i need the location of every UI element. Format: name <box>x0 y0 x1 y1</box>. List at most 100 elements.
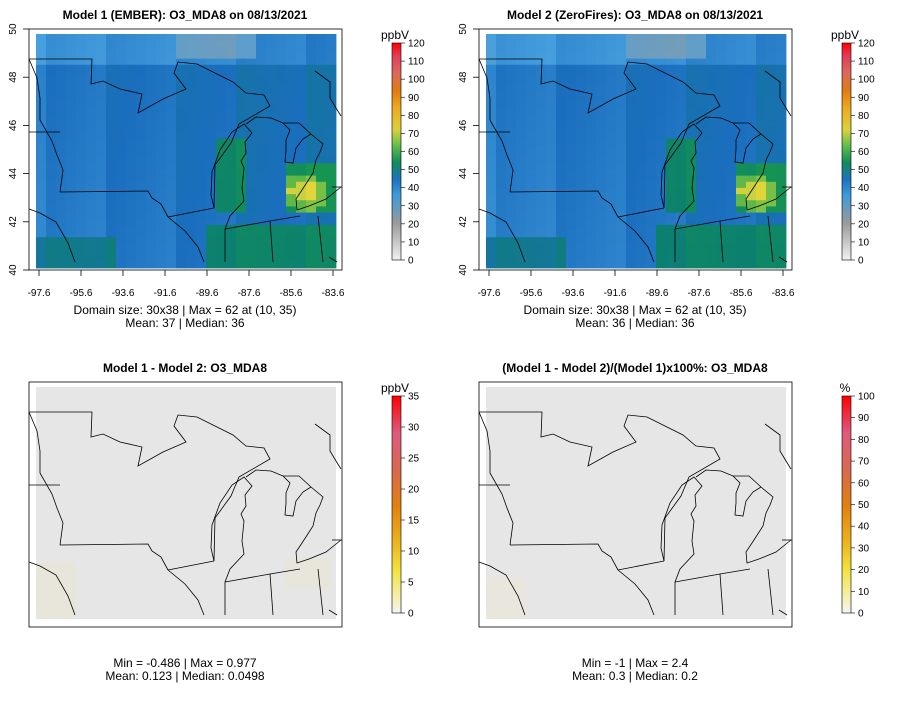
grid-cell <box>196 181 207 189</box>
grid-cell <box>66 243 77 250</box>
grid-cell <box>606 83 617 90</box>
grid-cell <box>516 169 527 177</box>
grid-cell <box>546 132 557 140</box>
grid-cell <box>76 237 87 244</box>
grid-cell <box>486 138 497 146</box>
grid-cell <box>186 255 197 263</box>
colorbar-tick-label: 40 <box>858 522 870 533</box>
grid-cell <box>156 224 167 232</box>
grid-cell <box>686 126 697 133</box>
grid-cell <box>546 200 557 207</box>
grid-cell <box>556 157 567 164</box>
grid-cell <box>316 126 327 133</box>
grid-cell <box>696 212 707 220</box>
grid-cell <box>716 151 727 158</box>
grid-cell <box>776 249 787 257</box>
grid-cell <box>646 231 657 238</box>
grid-cell <box>586 144 597 152</box>
grid-cell <box>746 77 757 84</box>
grid-cell <box>306 237 317 244</box>
grid-cell <box>566 138 577 146</box>
grid-cell <box>646 107 657 115</box>
grid-cell <box>166 114 177 121</box>
grid-cell <box>126 194 137 201</box>
grid-cell <box>96 200 107 207</box>
grid-cell <box>646 46 657 53</box>
grid-cell <box>756 83 767 90</box>
grid-cell <box>56 151 67 158</box>
grid-cell <box>676 114 687 121</box>
grid-cell <box>536 261 547 269</box>
grid-cell <box>246 181 257 189</box>
grid-cell <box>666 40 677 47</box>
grid-cell <box>576 157 587 164</box>
grid-cell <box>726 77 737 84</box>
grid-cell <box>76 175 87 183</box>
grid-cell <box>56 231 67 238</box>
grid-cell <box>526 181 537 189</box>
grid-cell <box>106 95 117 103</box>
grid-cell <box>326 231 337 238</box>
grid-cell <box>596 249 607 257</box>
grid-cell <box>706 243 717 250</box>
grid-cell <box>626 120 637 127</box>
grid-cell <box>326 126 337 133</box>
grid-cell <box>186 126 197 133</box>
grid-cell <box>136 237 147 244</box>
grid-cell <box>216 64 227 72</box>
colorbar-tick-label: 50 <box>858 165 870 176</box>
map-frame <box>28 28 343 271</box>
grid-cell <box>156 261 167 269</box>
grid-cell <box>596 120 607 127</box>
grid-cell <box>566 169 577 177</box>
grid-cell <box>686 249 697 257</box>
grid-cell <box>256 120 267 127</box>
grid-cell <box>586 114 597 121</box>
grid-cell <box>576 243 587 250</box>
concentration-grid <box>486 34 787 269</box>
grid-cell <box>326 40 337 47</box>
grid-cell <box>516 175 527 183</box>
grid-cell <box>486 58 497 66</box>
grid-cell <box>586 200 597 207</box>
grid-cell <box>516 70 527 78</box>
grid-cell <box>156 249 167 257</box>
grid-cell <box>536 126 547 133</box>
grid-cell <box>126 132 137 140</box>
grid-cell <box>226 126 237 133</box>
grid-cell <box>736 120 747 127</box>
grid-cell <box>716 83 727 90</box>
grid-cell <box>616 163 627 170</box>
grid-cell <box>536 58 547 66</box>
grid-cell <box>136 64 147 72</box>
grid-cell <box>556 181 567 189</box>
grid-cell <box>556 101 567 109</box>
grid-cell <box>96 224 107 232</box>
grid-cell <box>206 83 217 90</box>
grid-cell <box>596 200 607 207</box>
grid-cell <box>506 218 517 226</box>
grid-cell <box>86 46 97 53</box>
grid-cell <box>316 40 327 47</box>
grid-cell <box>546 206 557 213</box>
grid-cell <box>706 95 717 103</box>
grid-cell <box>296 194 307 201</box>
y-tick-label: 46 <box>458 119 469 131</box>
grid-cell <box>236 126 247 133</box>
grid-cell <box>246 194 257 201</box>
grid-cell <box>486 200 497 207</box>
grid-cell <box>316 157 327 164</box>
grid-cell <box>556 218 567 226</box>
grid-cell <box>216 237 227 244</box>
grid-cell <box>546 107 557 115</box>
grid-cell <box>766 231 777 238</box>
grid-cell <box>536 107 547 115</box>
grid-cell <box>116 194 127 201</box>
grid-cell <box>716 114 727 121</box>
grid-cell <box>236 89 247 96</box>
grid-cell <box>666 194 677 201</box>
grid-cell <box>576 224 587 232</box>
grid-cell <box>666 107 677 115</box>
grid-cell <box>36 255 47 263</box>
grid-cell <box>726 120 737 127</box>
